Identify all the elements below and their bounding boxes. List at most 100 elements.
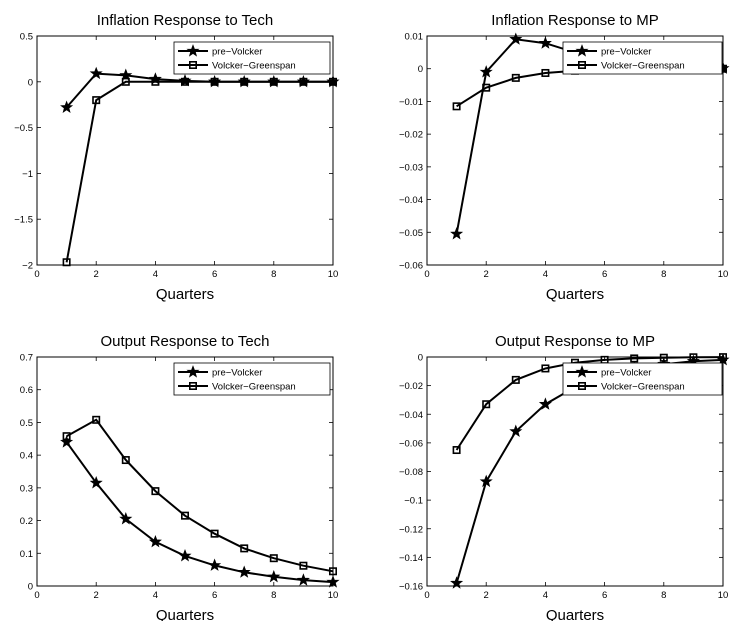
square-marker bbox=[689, 353, 698, 362]
y-tick-label: 0.2 bbox=[20, 516, 33, 527]
star-marker bbox=[148, 534, 162, 548]
star-marker bbox=[450, 576, 464, 589]
y-tick-label: −0.16 bbox=[399, 582, 423, 593]
square-marker bbox=[269, 77, 278, 86]
x-tick-label: 4 bbox=[543, 269, 548, 280]
legend-label: Volcker−Greenspan bbox=[601, 61, 685, 72]
y-tick-label: 0 bbox=[418, 353, 423, 364]
legend-box bbox=[562, 362, 723, 396]
x-tick-label: 10 bbox=[328, 269, 339, 280]
star-marker bbox=[89, 66, 103, 80]
legend-label: pre−Volcker bbox=[601, 368, 651, 379]
x-tick-label: 4 bbox=[153, 590, 158, 601]
x-tick-label: 0 bbox=[34, 590, 39, 601]
chart-panel-2: 0 2 4 6 8 10 −0.06 −0.05 −0.04 −0.03 −0.02 −0.01 0 0.… bbox=[399, 12, 730, 303]
star-marker bbox=[479, 474, 493, 488]
square-marker bbox=[240, 77, 249, 86]
square-marker bbox=[452, 446, 461, 455]
legend-star-marker bbox=[186, 365, 200, 378]
legend-label: pre−Volcker bbox=[212, 47, 262, 58]
y-tick-label: −1.5 bbox=[14, 215, 33, 226]
x-tick-label: 0 bbox=[34, 269, 39, 280]
x-tick-label: 4 bbox=[543, 590, 548, 601]
legend-square-marker bbox=[577, 60, 586, 69]
x-tick-label: 8 bbox=[271, 590, 276, 601]
chart-title: Inflation Response to MP bbox=[491, 12, 659, 29]
y-tick-label: −0.02 bbox=[399, 130, 423, 141]
star-marker bbox=[208, 558, 222, 571]
y-tick-label: 0.6 bbox=[20, 385, 33, 396]
star-marker bbox=[267, 569, 281, 583]
star-marker bbox=[178, 549, 192, 562]
x-tick-label: 8 bbox=[271, 269, 276, 280]
y-tick-label: 0 bbox=[28, 582, 33, 593]
square-marker bbox=[541, 364, 550, 373]
square-marker bbox=[328, 77, 337, 86]
star-marker bbox=[509, 424, 523, 438]
square-marker bbox=[482, 83, 491, 92]
star-marker bbox=[538, 36, 552, 49]
legend-label: Volcker−Greenspan bbox=[212, 382, 296, 393]
square-marker bbox=[482, 400, 491, 409]
legend-square-marker bbox=[189, 60, 198, 69]
y-tick-label: −0.06 bbox=[399, 261, 423, 272]
y-tick-label: −0.03 bbox=[399, 162, 423, 173]
legend-label: Volcker−Greenspan bbox=[601, 382, 685, 393]
square-marker bbox=[659, 353, 668, 362]
series-line bbox=[65, 80, 333, 263]
square-marker bbox=[92, 415, 101, 424]
y-tick-label: 0.5 bbox=[20, 32, 33, 43]
star-marker bbox=[326, 575, 340, 588]
x-tick-label: 10 bbox=[718, 590, 729, 601]
y-tick-label: −0.08 bbox=[399, 467, 423, 478]
x-tick-label: 6 bbox=[212, 590, 217, 601]
square-marker bbox=[121, 77, 130, 86]
y-tick-label: 0.1 bbox=[20, 549, 33, 560]
y-tick-label: 0 bbox=[418, 64, 423, 75]
star-marker bbox=[60, 435, 74, 448]
square-marker bbox=[210, 77, 219, 86]
legend-label: pre−Volcker bbox=[601, 47, 651, 58]
square-marker bbox=[151, 487, 160, 496]
legend-star-marker bbox=[186, 44, 200, 57]
chart-panel-1: 0 2 4 6 8 10 −2 −1.5 −1 −0.5 0 0.5 Inflation Respons… bbox=[14, 12, 340, 303]
x-tick-label: 6 bbox=[212, 269, 217, 280]
square-marker bbox=[269, 554, 278, 563]
star-marker bbox=[89, 476, 103, 489]
square-marker bbox=[718, 353, 727, 362]
y-tick-label: −2 bbox=[22, 261, 33, 272]
x-tick-label: 0 bbox=[424, 590, 429, 601]
square-marker bbox=[151, 77, 160, 86]
x-tick-label: 10 bbox=[718, 269, 729, 280]
square-marker bbox=[121, 456, 130, 465]
x-tick-label: 2 bbox=[94, 269, 99, 280]
star-marker bbox=[119, 512, 133, 525]
star-marker bbox=[509, 32, 523, 45]
square-marker bbox=[511, 73, 520, 82]
y-tick-label: −0.04 bbox=[399, 410, 423, 421]
y-tick-label: 0.5 bbox=[20, 418, 33, 429]
series-line bbox=[65, 441, 334, 584]
y-tick-label: −0.04 bbox=[399, 195, 423, 206]
square-marker bbox=[630, 354, 639, 363]
square-marker bbox=[299, 77, 308, 86]
square-marker bbox=[181, 77, 190, 86]
square-marker bbox=[240, 544, 249, 553]
y-tick-label: −0.05 bbox=[399, 228, 423, 239]
square-marker bbox=[452, 102, 461, 111]
legend: pre−Volcker Volcker−Greenspan bbox=[562, 41, 723, 75]
legend: pre−Volcker Volcker−Greenspan bbox=[173, 41, 331, 75]
square-marker bbox=[62, 258, 71, 267]
x-tick-label: 4 bbox=[153, 269, 158, 280]
legend-star-marker bbox=[575, 44, 589, 57]
x-tick-label: 2 bbox=[484, 269, 489, 280]
star-marker bbox=[60, 100, 74, 114]
y-tick-label: 0.4 bbox=[20, 451, 33, 462]
square-marker bbox=[328, 567, 337, 576]
x-tick-label: 6 bbox=[602, 590, 607, 601]
x-axis-label: Quarters bbox=[546, 607, 604, 621]
y-tick-label: −0.02 bbox=[399, 381, 423, 392]
y-tick-label: −0.1 bbox=[404, 496, 423, 507]
square-marker bbox=[210, 529, 219, 538]
